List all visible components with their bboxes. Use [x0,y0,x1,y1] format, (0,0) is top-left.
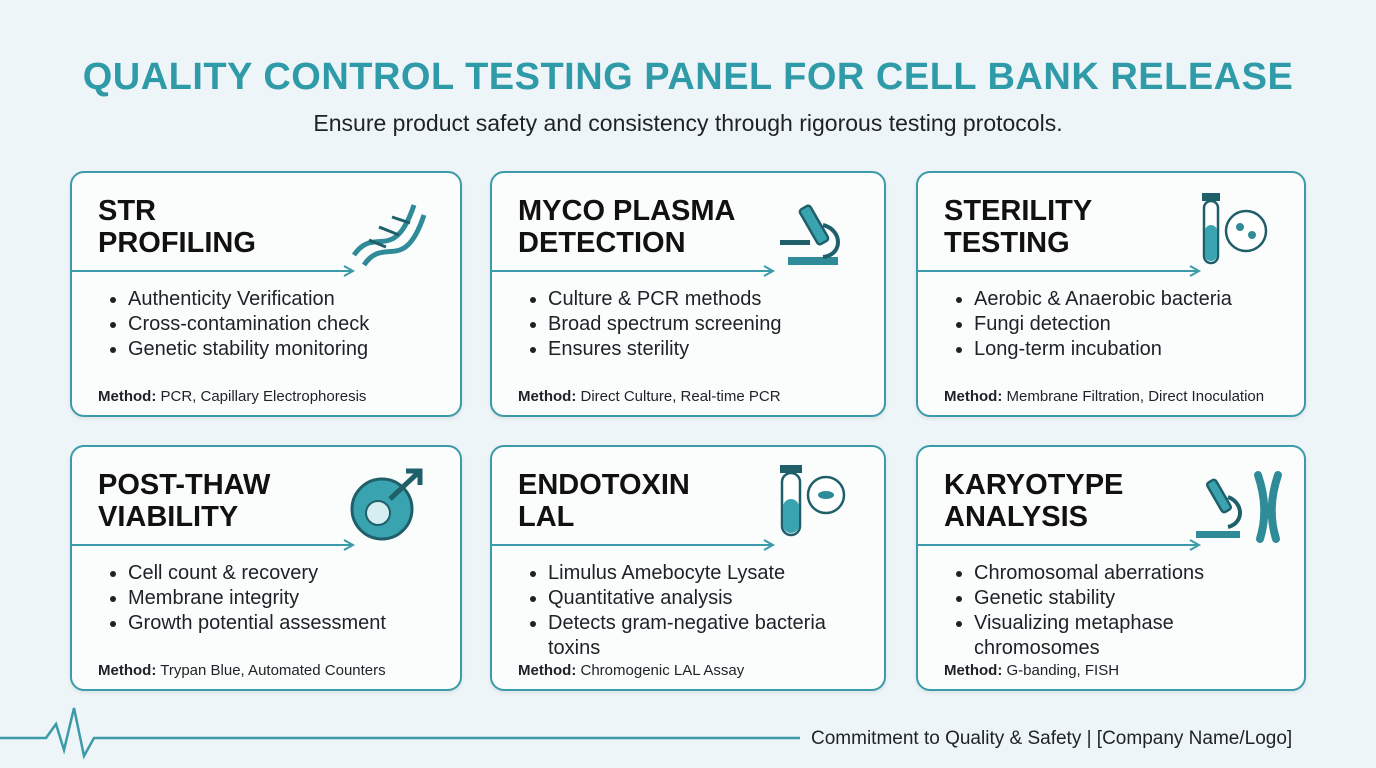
heartbeat-line [0,707,800,760]
method-text: Direct Culture, Real-time PCR [580,388,781,405]
bullet-item: Membrane integrity [128,586,428,611]
card-icon [780,465,846,537]
card-icon [351,204,427,267]
bullet-item: Ensures sterility [548,337,848,362]
divider-arrow [72,539,356,551]
bullet-list: Aerobic & Anaerobic bacteriaFungi detect… [954,287,1274,362]
bullet-item: Detects gram-negative bacteria toxins [548,611,848,661]
bullet-list: Culture & PCR methodsBroad spectrum scre… [528,287,848,362]
method-line: Method: Membrane Filtration, Direct Inoc… [944,388,1264,405]
method-label: Method: [518,388,577,405]
method-text: PCR, Capillary Electrophoresis [160,388,367,405]
method-line: Method: PCR, Capillary Electrophoresis [98,388,366,405]
divider-arrow [492,265,776,277]
method-line: Method: Direct Culture, Real-time PCR [518,388,781,405]
bullet-item: Authenticity Verification [128,287,428,312]
divider-arrow [918,265,1202,277]
divider-arrow [72,265,356,277]
card-title-line: VIABILITY [98,501,239,533]
card-title-line: LAL [518,501,575,533]
card-title: POST-THAW VIABILITY [98,469,270,533]
card-title: STERILITY TESTING [944,195,1092,259]
method-line: Method: Trypan Blue, Automated Counters [98,662,386,679]
page-subtitle: Ensure product safety and consistency th… [313,110,1063,136]
bullet-item: Limulus Amebocyte Lysate [548,561,848,586]
card: POST-THAWVIABILITYCell count & recoveryM… [70,445,462,691]
method-text: Trypan Blue, Automated Counters [160,662,386,679]
method-text: Membrane Filtration, Direct Inoculation [1006,388,1265,405]
card-title-line: DETECTION [518,227,686,259]
bullet-list: Authenticity VerificationCross-contamina… [108,287,428,362]
method-label: Method: [944,388,1003,405]
bullet-item: Long-term incubation [974,337,1274,362]
page-title: QUALITY CONTROL TESTING PANEL FOR CELL B… [82,56,1294,98]
card-title: STR PROFILING [98,195,256,259]
method-text: G-banding, FISH [1006,662,1120,679]
bullet-item: Visualizing metaphase chromosomes [974,611,1274,661]
method-line: Method: Chromogenic LAL Assay [518,662,744,679]
card-icon [1196,471,1282,543]
card-title: ENDOTOXIN LAL [518,469,690,533]
bullet-item: Cell count & recovery [128,561,428,586]
bullet-item: Culture & PCR methods [548,287,848,312]
card-title-line: TESTING [944,227,1070,259]
bullet-item: Chromosomal aberrations [974,561,1274,586]
card-title-line: MYCO PLASMA [518,195,736,227]
bullet-item: Quantitative analysis [548,586,848,611]
bullet-list: Chromosomal aberrationsGenetic stability… [954,561,1274,661]
bullet-item: Broad spectrum screening [548,312,848,337]
bullet-list: Limulus Amebocyte LysateQuantitative ana… [528,561,848,661]
card-title: MYCO PLASMA DETECTION [518,195,736,259]
method-label: Method: [98,388,157,405]
method-label: Method: [518,662,577,679]
card-icon [780,204,840,265]
method-label: Method: [944,662,1003,679]
card-title-line: ENDOTOXIN [518,469,690,501]
method-line: Method: G-banding, FISH [944,662,1119,679]
footer-text: Commitment to Quality & Safety | [Compan… [811,728,1293,749]
bullet-list: Cell count & recoveryMembrane integrityG… [108,561,428,636]
divider-arrow [492,539,776,551]
card-title-line: PROFILING [98,227,256,259]
bullet-item: Aerobic & Anaerobic bacteria [974,287,1274,312]
divider-arrow [918,539,1202,551]
card-title: KARYOTYPE ANALYSIS [944,469,1123,533]
bullet-item: Cross-contamination check [128,312,428,337]
card-title-line: POST-THAW [98,469,271,501]
card-title-line: STR [98,195,156,227]
card-icon [1202,193,1268,265]
method-text: Chromogenic LAL Assay [580,662,745,679]
bullet-item: Genetic stability [974,586,1274,611]
card-title-line: ANALYSIS [944,501,1088,533]
bullet-item: Growth potential assessment [128,611,428,636]
card-title-line: KARYOTYPE [944,469,1124,501]
bullet-item: Genetic stability monitoring [128,337,428,362]
card-icon [350,468,423,541]
card-title-line: STERILITY [944,195,1093,227]
method-label: Method: [98,662,157,679]
bullet-item: Fungi detection [974,312,1274,337]
